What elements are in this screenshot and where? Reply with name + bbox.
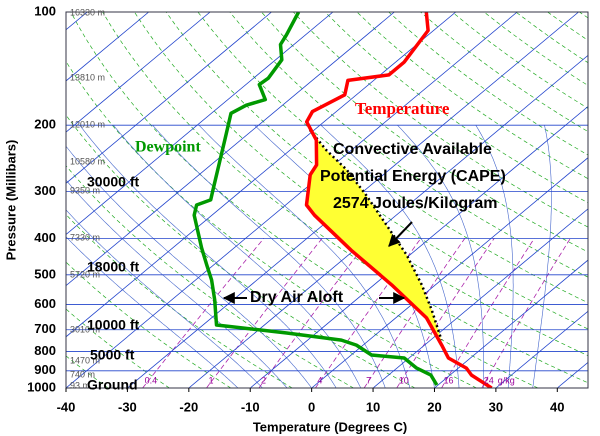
isotherm	[188, 54, 588, 388]
x-tick-label: 0	[308, 399, 315, 414]
cape-text: Potential Energy (CAPE)	[320, 168, 506, 185]
cape-text: Convective Available	[333, 141, 492, 158]
isotherm	[66, 12, 334, 235]
parcel-line	[308, 129, 443, 341]
x-tick-label: 10	[366, 399, 380, 414]
isotherm	[66, 12, 395, 287]
y-tick-label: 900	[34, 362, 56, 377]
x-tick-label: -20	[179, 399, 198, 414]
mixing-ratio-unit: g/kg	[498, 375, 515, 385]
altitude-labels: 30000 ft 18000 ft 10000 ft 5000 ft Groun…	[87, 174, 139, 393]
y-tick-label: 700	[34, 321, 56, 336]
height-label: 10580 m	[70, 156, 105, 166]
x-axis-title: Temperature (Degrees C)	[253, 419, 407, 434]
dry-adiabat	[197, 12, 588, 304]
height-label: 7330 m	[70, 232, 100, 242]
isotherm	[434, 259, 588, 388]
dry-adiabat	[66, 355, 109, 388]
profile-line	[192, 12, 439, 386]
series-label: Dewpoint	[135, 139, 201, 156]
isotherm	[495, 310, 588, 388]
dry-air-annotation: Dry Air Aloft	[222, 289, 406, 306]
y-tick-label: 1000	[27, 379, 56, 394]
profiles	[192, 12, 493, 388]
cape-annotation: Convective Available Potential Energy (C…	[320, 141, 506, 247]
height-label: 9350 m	[70, 185, 100, 195]
y-tick-label: 600	[34, 296, 56, 311]
height-label: 16330 m	[70, 7, 105, 17]
y-tick-label: 200	[34, 117, 56, 132]
x-tick-label: 30	[489, 399, 503, 414]
cape-area	[306, 130, 442, 341]
altitude-label: 5000 ft	[90, 347, 135, 363]
altitude-label: Ground	[87, 377, 138, 393]
isotherm	[249, 106, 588, 388]
plot-frame	[65, 11, 589, 389]
dry-adiabat	[70, 12, 539, 388]
dry-adiabat	[229, 12, 588, 278]
altitude-label: 10000 ft	[87, 317, 139, 333]
isotherm	[372, 208, 588, 388]
mixing-ratio-label: 7	[366, 375, 371, 385]
x-tick-label: -10	[241, 399, 260, 414]
isotherm	[66, 12, 518, 388]
cape-arrow	[388, 221, 413, 247]
height-labels: 16330 m 13810 m 12010 m 10580 m 9350 m 7…	[70, 7, 105, 390]
dry-adiabat	[165, 12, 588, 330]
height-label: 5720 m	[70, 269, 100, 279]
x-tick-label: 20	[427, 399, 441, 414]
y-axis-title: Pressure (Millibars)	[3, 140, 18, 261]
x-tick-label: -40	[57, 399, 76, 414]
x-tick-label: -30	[118, 399, 137, 414]
altitude-label: 18000 ft	[87, 259, 139, 275]
dry-adiabat	[66, 114, 416, 388]
grid	[66, 12, 588, 388]
y-tick-label: 800	[34, 343, 56, 358]
altitude-label: 30000 ft	[87, 174, 139, 190]
mixing-ratio-label: 24	[484, 375, 494, 385]
mixing-ratio-label: 0.4	[145, 375, 158, 385]
x-tick-label: 40	[550, 399, 564, 414]
cape-text: 2574 Joules/Kilogram	[333, 195, 498, 212]
isotherm	[66, 12, 272, 184]
height-label: 12010 m	[70, 119, 105, 129]
mixing-ratio-label: 1	[208, 375, 213, 385]
isotherm	[66, 12, 211, 133]
mixing-ratio-label: 2	[261, 375, 266, 385]
dry-adiabat	[324, 12, 588, 204]
isotherm	[66, 12, 149, 82]
height-label: 740 m	[70, 369, 95, 379]
height-label: 1470 m	[70, 355, 100, 365]
height-label: 3010 m	[70, 324, 100, 334]
y-tick-label: 300	[34, 183, 56, 198]
y-tick-label: 100	[34, 3, 56, 18]
dry-adiabat	[102, 12, 588, 384]
y-tick-label: 400	[34, 230, 56, 245]
dry-air-text: Dry Air Aloft	[250, 289, 344, 306]
dry-adiabat	[66, 60, 477, 388]
mixing-ratio-label: 10	[399, 375, 409, 385]
mixing-ratio-label: 4	[317, 375, 322, 385]
height-label: 13810 m	[70, 72, 105, 82]
height-label: 93 m	[70, 380, 90, 390]
profile-line	[304, 12, 493, 388]
mixing-ratio-label: 16	[443, 375, 453, 385]
dry-adiabat	[66, 213, 293, 388]
series-label: Temperature	[355, 99, 450, 118]
isotherm	[311, 157, 588, 388]
y-tick-label: 500	[34, 266, 56, 281]
